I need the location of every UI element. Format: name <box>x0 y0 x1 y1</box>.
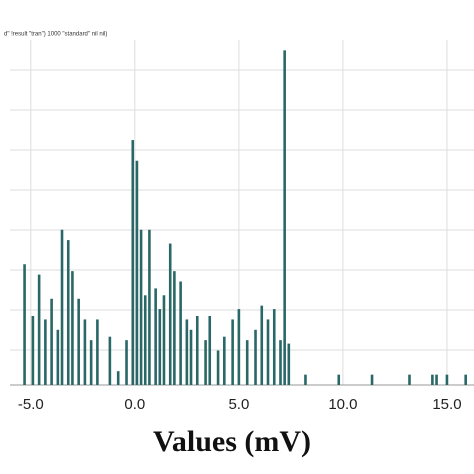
bar <box>260 305 264 385</box>
bar <box>60 229 64 385</box>
bar <box>154 288 157 385</box>
bar <box>83 319 87 385</box>
x-tick-label: 5.0 <box>228 396 249 413</box>
bar <box>143 295 147 385</box>
bar <box>158 309 162 385</box>
bar <box>23 264 26 385</box>
bar <box>195 316 199 385</box>
bar <box>283 50 286 385</box>
bar <box>108 336 112 385</box>
x-axis-label: Values (mV) <box>153 425 311 458</box>
bar <box>245 340 249 385</box>
x-tick-label: 0.0 <box>124 396 145 413</box>
bar <box>408 374 411 385</box>
bar <box>445 374 449 385</box>
bar <box>223 336 226 385</box>
bar <box>71 271 74 385</box>
bar <box>50 298 53 385</box>
bar <box>237 309 241 385</box>
chart-title: d" !result "tran") 1000 "standard" nil n… <box>4 32 107 38</box>
bar <box>208 316 212 385</box>
bar <box>272 309 276 385</box>
bar <box>370 374 374 385</box>
bar <box>435 374 438 385</box>
bar <box>287 343 291 385</box>
bar <box>266 319 270 385</box>
bar <box>254 329 257 385</box>
bar <box>96 319 99 385</box>
h-grid <box>10 69 474 351</box>
bar <box>116 371 120 385</box>
bar <box>304 374 307 385</box>
bar <box>464 374 467 385</box>
bar <box>37 274 41 385</box>
bar <box>216 350 220 385</box>
bar <box>173 271 176 385</box>
bar <box>148 229 151 385</box>
bar <box>162 295 166 385</box>
bar <box>231 319 234 385</box>
bar <box>135 160 139 385</box>
bar <box>31 316 35 385</box>
bar <box>431 374 434 385</box>
bar <box>179 281 182 385</box>
bar <box>125 340 128 385</box>
bar <box>66 240 70 385</box>
bar <box>131 140 135 385</box>
x-tick-label: 15.0 <box>432 396 461 413</box>
bar <box>168 243 172 385</box>
x-tick-label: -5.0 <box>18 396 44 413</box>
bar <box>139 229 143 385</box>
bar <box>44 319 47 385</box>
bar <box>204 340 207 385</box>
bar <box>189 329 193 385</box>
bar <box>185 319 189 385</box>
bar <box>279 340 282 385</box>
bar <box>89 340 93 385</box>
bar <box>77 298 80 385</box>
bar <box>337 374 341 385</box>
bar <box>56 329 60 385</box>
x-tick-label: 10.0 <box>328 396 357 413</box>
